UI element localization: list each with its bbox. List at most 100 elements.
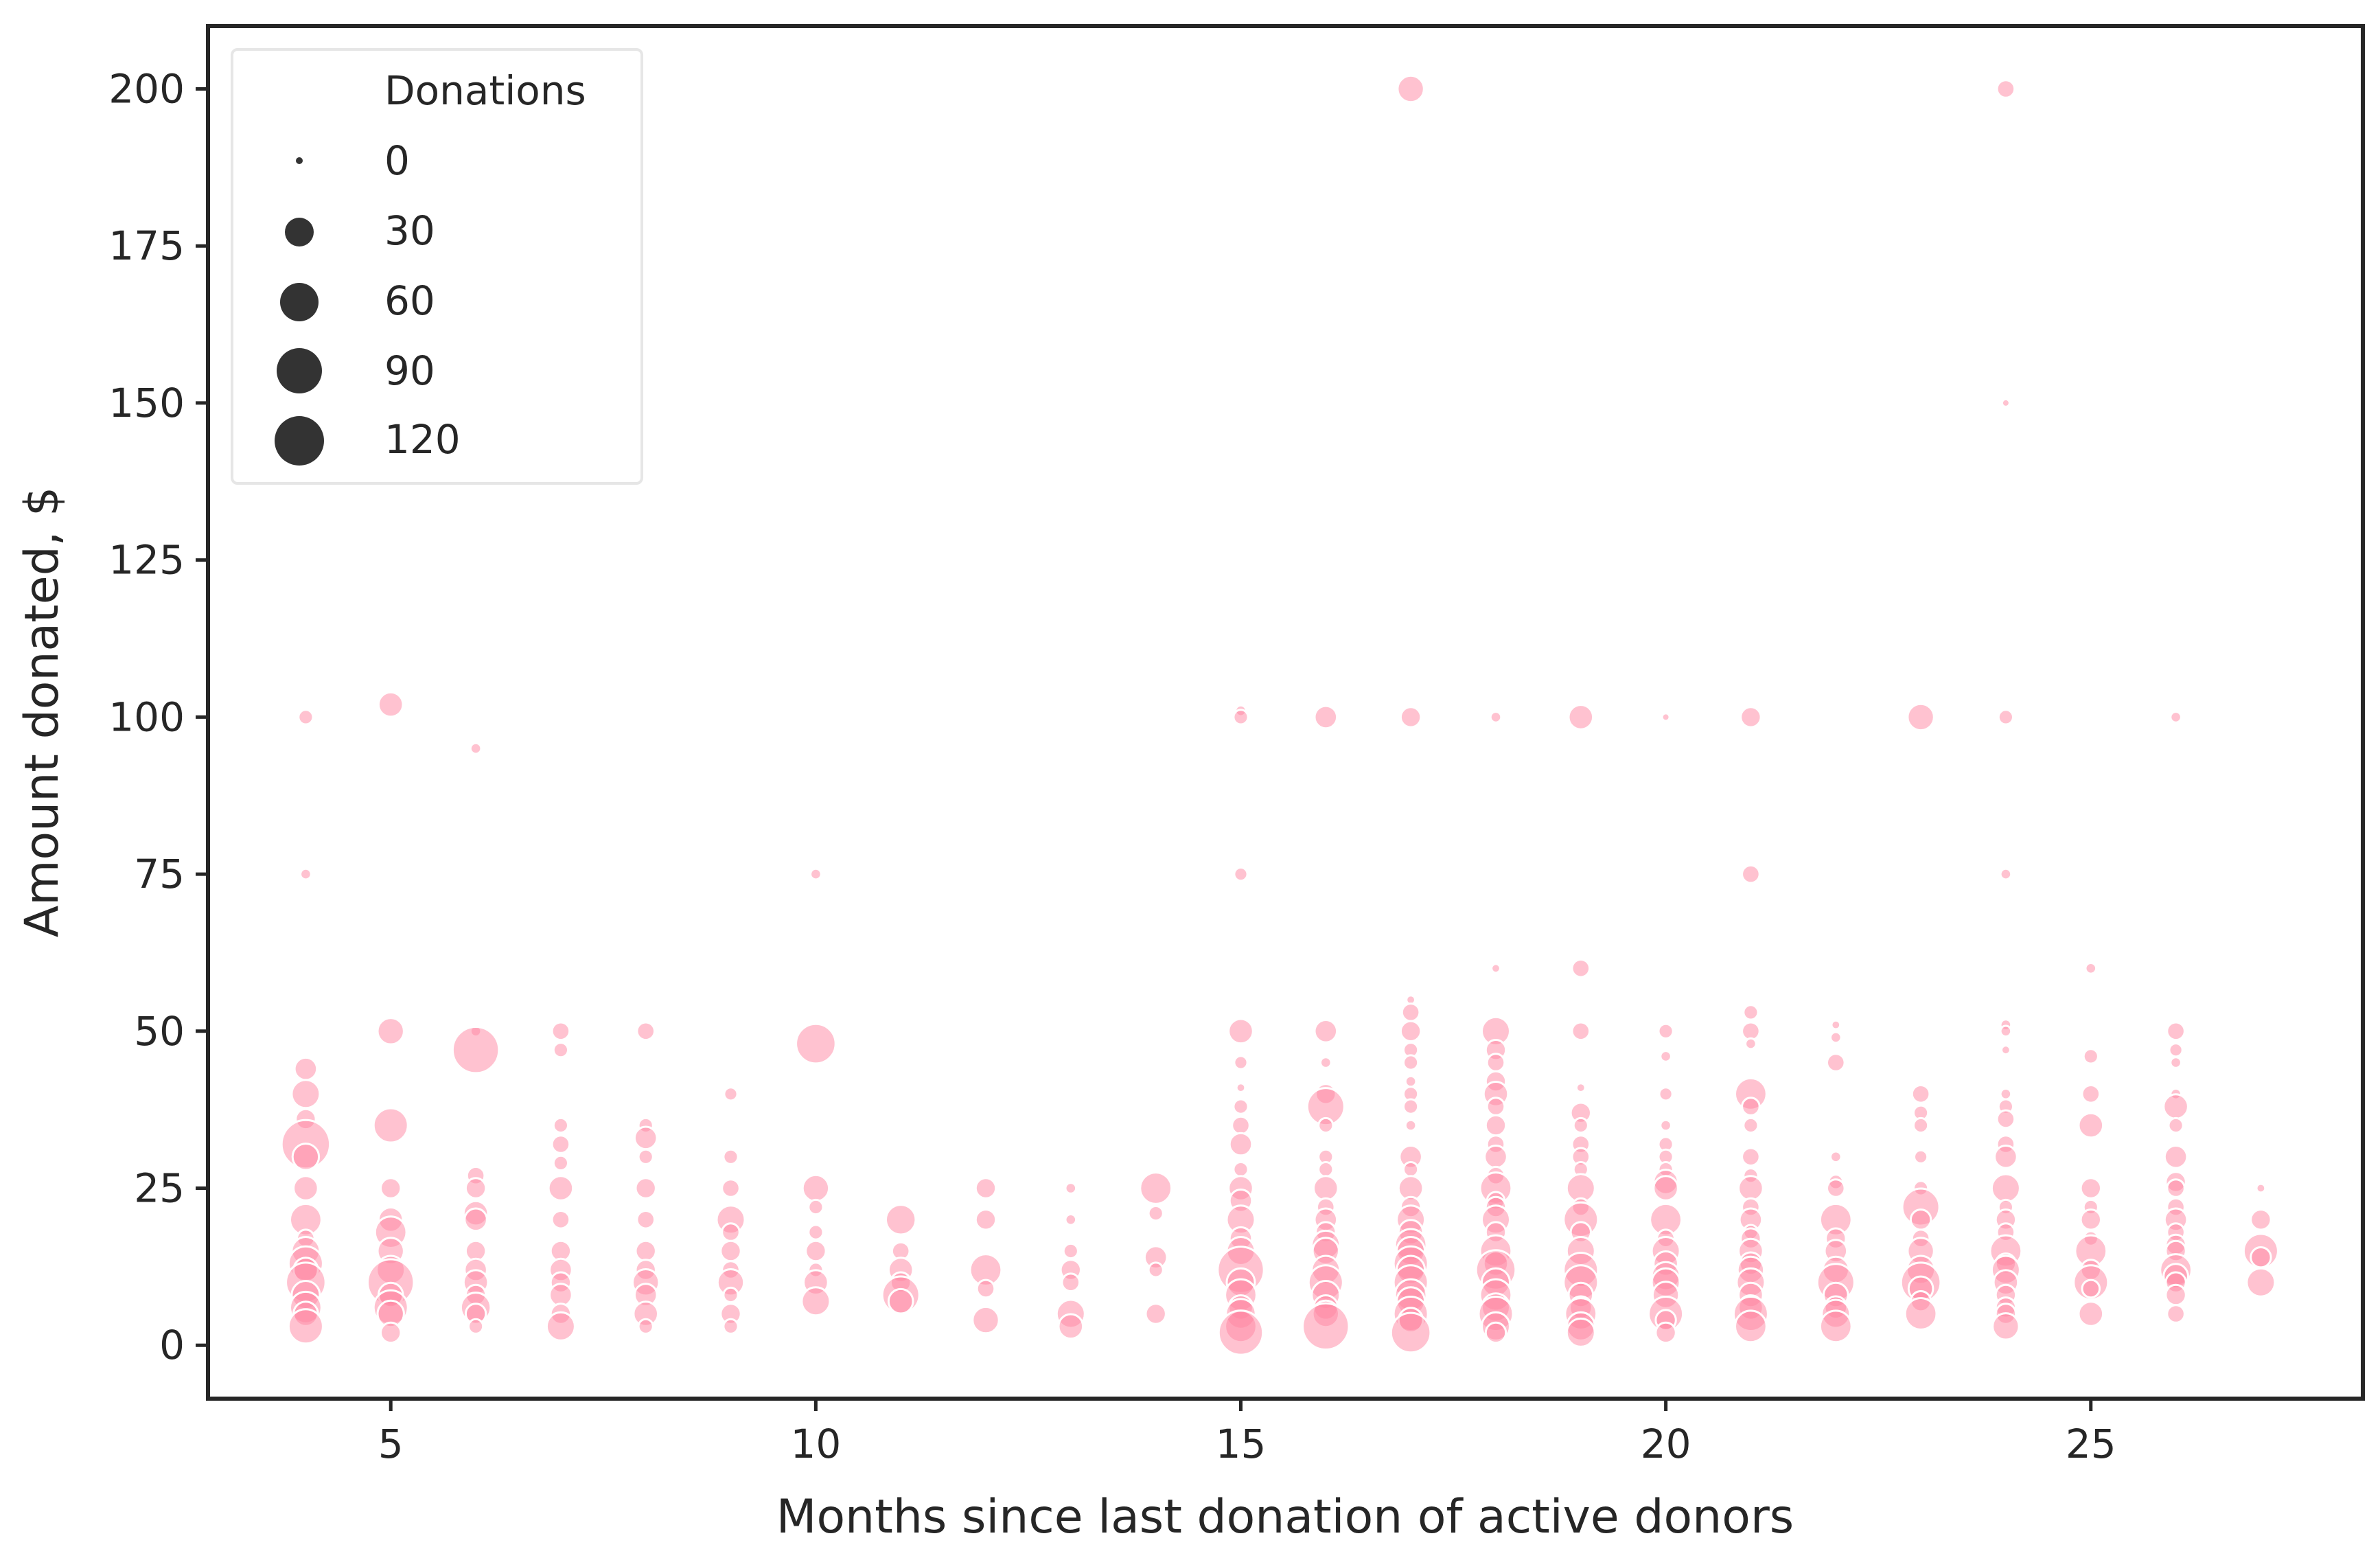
scatter-point <box>795 1022 837 1065</box>
scatter-point <box>637 1148 654 1165</box>
y-tick-label: 100 <box>108 693 185 740</box>
scatter-point <box>1139 1171 1173 1205</box>
scatter-point <box>1996 1109 2016 1129</box>
legend-marker-90 <box>277 348 322 393</box>
scatter-point <box>1402 1098 1420 1115</box>
y-tick-label: 125 <box>108 537 185 584</box>
scatter-point <box>1402 1054 1420 1071</box>
scatter-point <box>1994 1145 2018 1169</box>
scatter-point <box>1317 1161 1335 1178</box>
y-tick-label: 150 <box>108 380 185 426</box>
scatter-point <box>2169 1056 2182 1069</box>
scatter-point <box>2079 1208 2103 1231</box>
x-tick-label: 15 <box>1216 1421 1267 1467</box>
scatter-point <box>1313 1019 1339 1044</box>
scatter-point <box>2082 1048 2099 1065</box>
x-tick-label: 20 <box>1641 1421 1691 1467</box>
scatter-point <box>722 1286 739 1304</box>
scatter-point <box>2250 1246 2272 1269</box>
scatter-point <box>1661 712 1671 722</box>
scatter-point <box>292 1175 319 1202</box>
legend-label: 120 <box>384 416 461 463</box>
scatter-point <box>1829 1150 1842 1164</box>
scatter-point <box>1999 1024 2013 1038</box>
legend-marker-60 <box>280 283 319 321</box>
y-tick-label: 0 <box>159 1322 185 1368</box>
scatter-point <box>1657 1022 1674 1040</box>
scatter-point <box>552 1154 570 1172</box>
scatter-point <box>1402 1161 1420 1178</box>
scatter-point <box>1999 867 2013 881</box>
scatter-point <box>1652 1175 1679 1202</box>
scatter-point <box>1062 1242 1079 1260</box>
scatter-point <box>1484 1114 1507 1137</box>
scatter-point <box>1399 1020 1422 1043</box>
scatter-point <box>1233 867 1249 882</box>
scatter-point <box>974 1208 997 1231</box>
scatter-point <box>1744 1037 1757 1051</box>
scatter-point <box>552 1116 570 1134</box>
scatter-point <box>1064 1213 1078 1226</box>
scatter-point <box>807 1198 824 1216</box>
scatter-point <box>377 691 404 718</box>
y-tick-label: 75 <box>134 851 185 897</box>
scatter-point <box>1484 1321 1507 1344</box>
scatter-point <box>1659 1050 1672 1063</box>
x-tick-label: 10 <box>790 1421 841 1467</box>
scatter-point <box>1233 1055 1249 1070</box>
scatter-point <box>1826 1178 1846 1198</box>
scatter-point <box>1910 1084 1931 1104</box>
scatter-point <box>1319 1056 1332 1069</box>
scatter-point <box>1404 1119 1418 1132</box>
scatter-point <box>297 709 314 726</box>
scatter-point <box>1996 79 2016 99</box>
scatter-point <box>1489 711 1503 724</box>
scatter-point <box>1061 1272 1081 1292</box>
scatter-point <box>805 1239 827 1263</box>
scatter-point <box>552 1042 570 1059</box>
scatter-point <box>2081 1084 2101 1104</box>
scatter-point <box>1227 1018 1254 1045</box>
y-axis-ticks: 0 25 50 75 100 125 150 175 200 <box>108 65 208 1368</box>
scatter-point <box>551 1210 571 1230</box>
scatter-point <box>1571 959 1591 978</box>
y-tick-label: 50 <box>134 1008 185 1055</box>
y-tick-label: 25 <box>134 1165 185 1212</box>
scatter-point <box>2084 962 2098 975</box>
scatter-point <box>636 1210 656 1230</box>
scatter-point <box>290 1079 321 1110</box>
scatter-point <box>1486 1053 1506 1072</box>
scatter-point <box>1396 74 1425 104</box>
scatter-point <box>1830 1019 1842 1031</box>
scatter-point <box>2000 1044 2011 1056</box>
legend-marker-120 <box>275 416 324 466</box>
legend-box <box>231 48 643 485</box>
x-tick-label: 25 <box>2066 1421 2116 1467</box>
scatter-point <box>463 1207 488 1232</box>
scatter-point <box>547 1175 575 1202</box>
scatter-point <box>1741 1021 1761 1042</box>
scatter-point <box>287 1308 324 1345</box>
scatter-point <box>721 1222 741 1242</box>
scatter-point <box>1490 963 1501 974</box>
scatter-point <box>1232 1098 1249 1115</box>
scatter-point <box>2166 1021 2186 1042</box>
legend: Donations 0 30 60 90 120 <box>231 48 643 485</box>
scatter-point <box>887 1287 914 1315</box>
legend-label: 90 <box>384 347 435 394</box>
scatter-point <box>1991 1312 2020 1341</box>
legend-entry: 90 <box>277 347 435 394</box>
scatter-point <box>2167 1116 2184 1134</box>
scatter-point <box>464 1177 487 1200</box>
scatter-point <box>1057 1313 1085 1340</box>
scatter-point <box>380 1321 402 1344</box>
scatter-point <box>1575 1082 1586 1093</box>
scatter-point <box>1486 1097 1506 1116</box>
scatter-point <box>372 1107 409 1144</box>
scatter-point <box>1734 1309 1768 1344</box>
legend-entry: 120 <box>275 416 461 466</box>
scatter-point <box>1389 1311 1432 1354</box>
scatter-point <box>291 1143 321 1171</box>
scatter-point <box>975 1278 996 1299</box>
